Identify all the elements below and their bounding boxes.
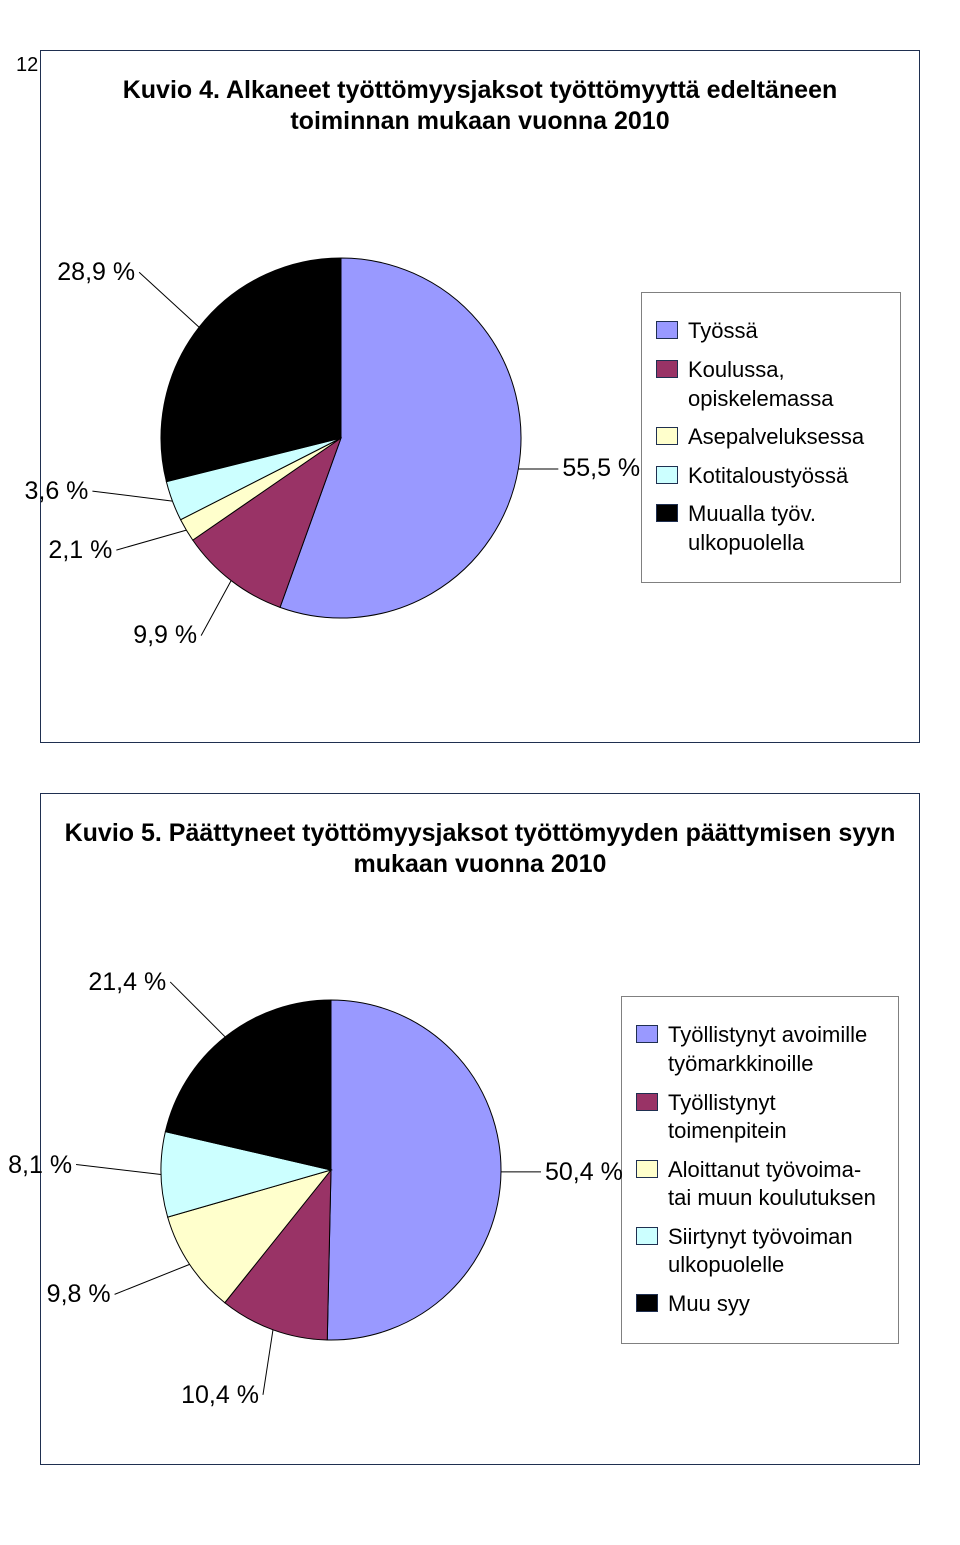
- legend-swatch: [636, 1160, 658, 1178]
- legend-swatch: [636, 1227, 658, 1245]
- legend-item: Aloittanut työvoima- tai muun koulutukse…: [636, 1156, 884, 1213]
- legend-swatch: [656, 504, 678, 522]
- legend-label: Työssä: [688, 317, 758, 346]
- legend-item: Asepalveluksessa: [656, 423, 886, 452]
- legend-item: Koulussa, opiskelemassa: [656, 356, 886, 413]
- legend-swatch: [656, 427, 678, 445]
- legend-label: Koulussa, opiskelemassa: [688, 356, 886, 413]
- legend-item: Työllistynyt toimenpitein: [636, 1089, 884, 1146]
- page-number: 12: [16, 54, 38, 77]
- legend-swatch: [636, 1093, 658, 1111]
- chart1-pie: 55,5 %9,9 %2,1 %3,6 %28,9 %: [61, 158, 621, 718]
- legend-swatch: [636, 1025, 658, 1043]
- legend-label: Siirtynyt työvoiman ulkopuolelle: [668, 1223, 884, 1280]
- legend-label: Asepalveluksessa: [688, 423, 864, 452]
- pie-data-label: 21,4 %: [88, 968, 166, 997]
- chart2-legend: Työllistynyt avoimille työmarkkinoille Ty…: [621, 996, 899, 1343]
- legend-item: Kotitaloustyössä: [656, 462, 886, 491]
- legend-item: Työllistynyt avoimille työmarkkinoille: [636, 1021, 884, 1078]
- chart2-pie: 50,4 %10,4 %9,8 %8,1 %21,4 %: [61, 900, 601, 1440]
- pie-data-label: 28,9 %: [57, 258, 135, 287]
- chart1-body: 55,5 %9,9 %2,1 %3,6 %28,9 % Työssä Koulus…: [61, 158, 899, 718]
- chart2-box: Kuvio 5. Päättyneet työttömyysjaksot työ…: [40, 793, 920, 1466]
- legend-swatch: [656, 321, 678, 339]
- chart1-box: Kuvio 4. Alkaneet työttömyysjaksot tyött…: [40, 50, 920, 743]
- chart1-legend: Työssä Koulussa, opiskelemassa Asepalveluk…: [641, 292, 901, 582]
- page: 12 Kuvio 4. Alkaneet työttömyysjaksot ty…: [0, 50, 960, 1545]
- legend-item: Muu syy: [636, 1290, 884, 1319]
- legend-swatch: [636, 1294, 658, 1312]
- legend-item: Muualla työv. ulkopuolella: [656, 500, 886, 557]
- chart1-title: Kuvio 4. Alkaneet työttömyysjaksot tyött…: [61, 75, 899, 138]
- legend-label: Muualla työv. ulkopuolella: [688, 500, 886, 557]
- legend-swatch: [656, 360, 678, 378]
- legend-label: Kotitaloustyössä: [688, 462, 848, 491]
- legend-label: Muu syy: [668, 1290, 750, 1319]
- legend-label: Työllistynyt toimenpitein: [668, 1089, 884, 1146]
- legend-label: Työllistynyt avoimille työmarkkinoille: [668, 1021, 884, 1078]
- legend-item: Työssä: [656, 317, 886, 346]
- legend-label: Aloittanut työvoima- tai muun koulutukse…: [668, 1156, 884, 1213]
- legend-swatch: [656, 466, 678, 484]
- legend-item: Siirtynyt työvoiman ulkopuolelle: [636, 1223, 884, 1280]
- chart2-body: 50,4 %10,4 %9,8 %8,1 %21,4 % Työllistyny…: [61, 900, 899, 1440]
- chart2-title: Kuvio 5. Päättyneet työttömyysjaksot työ…: [61, 818, 899, 881]
